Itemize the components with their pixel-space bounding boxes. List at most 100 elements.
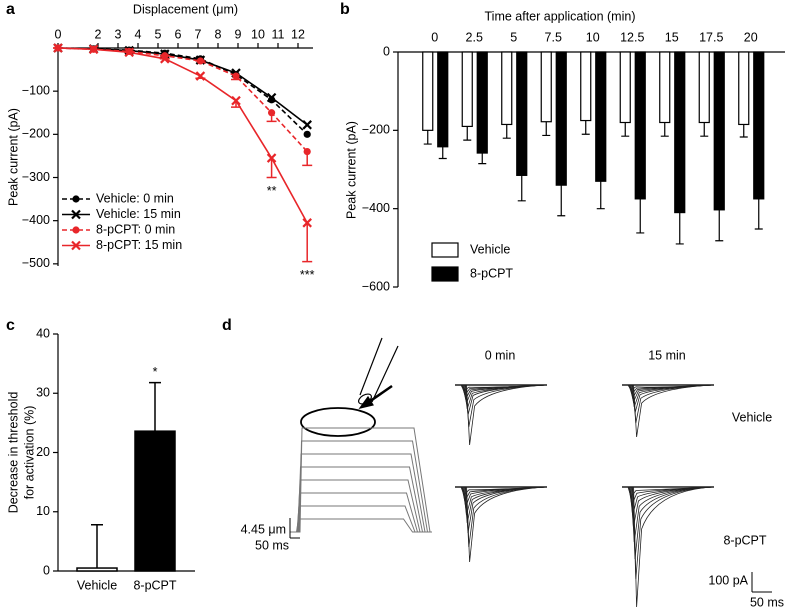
legend-label: Vehicle: 15 min <box>96 207 181 221</box>
x-tick-label: 8-pCPT <box>133 578 176 592</box>
error-bar <box>700 122 709 137</box>
current-traces <box>455 384 715 608</box>
bar <box>516 51 528 176</box>
bar <box>134 430 176 572</box>
error-bar <box>302 222 313 263</box>
bar <box>659 51 671 124</box>
x-tick-label: 17.5 <box>699 30 723 44</box>
trace <box>455 384 548 446</box>
scale-label: 50 ms <box>750 595 784 609</box>
x-tick-label: 11 <box>272 27 285 41</box>
bar <box>674 51 686 214</box>
error-bar <box>438 146 447 160</box>
error-bar <box>581 120 590 135</box>
x-tick-label: 2 <box>95 27 102 41</box>
column-label: 0 min <box>485 348 516 362</box>
bar <box>461 51 473 128</box>
bar <box>437 51 449 148</box>
y-tick-label: 40 <box>36 326 50 340</box>
y-tick-label: 0 <box>43 563 50 577</box>
error-bar <box>266 158 277 179</box>
error-bar <box>660 122 669 137</box>
legend-marker <box>71 209 81 220</box>
y-axis-label: Decrease in threshold <box>6 392 20 514</box>
row-label: Vehicle <box>732 410 772 424</box>
legend-marker <box>72 195 80 203</box>
marker <box>302 120 312 130</box>
column-label: 15 min <box>648 348 686 362</box>
scale-label: 100 pA <box>708 573 748 587</box>
panel-label: a <box>6 1 15 18</box>
y-tick-label: 20 <box>36 445 50 459</box>
trace <box>622 486 715 528</box>
row-label: 8-pCPT <box>723 533 766 547</box>
x-tick-label: 12 <box>291 27 305 41</box>
x-tick-label: 5 <box>155 27 162 41</box>
x-tick-label: 4 <box>135 27 142 41</box>
legend-label: 8-pCPT <box>470 266 513 280</box>
y-tick-label: −400 <box>362 201 390 215</box>
error-bar <box>502 124 511 139</box>
step-trace <box>290 466 432 533</box>
x-tick-label: 6 <box>175 27 182 41</box>
error-bar <box>739 124 748 138</box>
y-tick-label: −500 <box>22 256 50 270</box>
y-tick-label: −200 <box>22 127 50 141</box>
error-bar <box>517 175 526 202</box>
scale-label: 4.45 μm <box>241 522 286 536</box>
x-tick-label: 9 <box>235 27 242 41</box>
panel-label: c <box>6 317 15 334</box>
y-tick-label: 30 <box>36 386 50 400</box>
marker <box>196 57 204 65</box>
bar <box>595 51 607 182</box>
marker <box>195 71 206 81</box>
error-bar <box>621 122 630 137</box>
legend-swatch <box>431 242 459 258</box>
marker <box>231 95 241 106</box>
x-tick-label: 7 <box>195 27 202 41</box>
marker <box>160 54 170 64</box>
marker <box>266 153 277 163</box>
step-trace <box>290 492 432 533</box>
annotation: *** <box>300 268 315 282</box>
x-tick-label: 7.5 <box>545 30 562 44</box>
y-tick-label: 0 <box>383 44 390 58</box>
trace <box>622 384 715 438</box>
x-tick-label: 15 <box>665 30 679 44</box>
annotation: ** <box>267 184 277 198</box>
bar <box>619 51 631 124</box>
x-tick-label: 3 <box>115 27 122 41</box>
bar <box>76 567 118 572</box>
error-bar <box>463 126 472 141</box>
error-bar <box>542 121 551 137</box>
x-tick-label: 5 <box>510 30 517 44</box>
y-tick-label: −400 <box>22 213 50 227</box>
bar <box>634 51 646 200</box>
bar <box>738 51 750 126</box>
error-bar <box>149 381 161 432</box>
error-bar <box>754 198 763 230</box>
x-tick-label: 12.5 <box>620 30 644 44</box>
annotation: * <box>153 365 158 379</box>
x-tick-label: 10 <box>586 30 600 44</box>
marker <box>266 92 277 103</box>
y-tick-label: −200 <box>362 123 390 137</box>
marker <box>124 47 134 58</box>
marker <box>232 72 240 80</box>
bar <box>555 51 567 186</box>
trace <box>622 384 715 404</box>
bar <box>540 51 552 123</box>
legend-label: Vehicle: 0 min <box>96 191 174 205</box>
error-bar <box>423 130 432 145</box>
legend-marker <box>71 240 81 251</box>
bar <box>501 51 513 126</box>
marker <box>88 44 99 55</box>
x-tick-label: 2.5 <box>466 30 483 44</box>
y-tick-label: 10 <box>36 504 50 518</box>
trace <box>622 486 715 608</box>
error-bar <box>715 209 724 242</box>
legend-marker <box>72 226 80 234</box>
legend-label: Vehicle <box>470 242 510 256</box>
bar <box>713 51 725 211</box>
